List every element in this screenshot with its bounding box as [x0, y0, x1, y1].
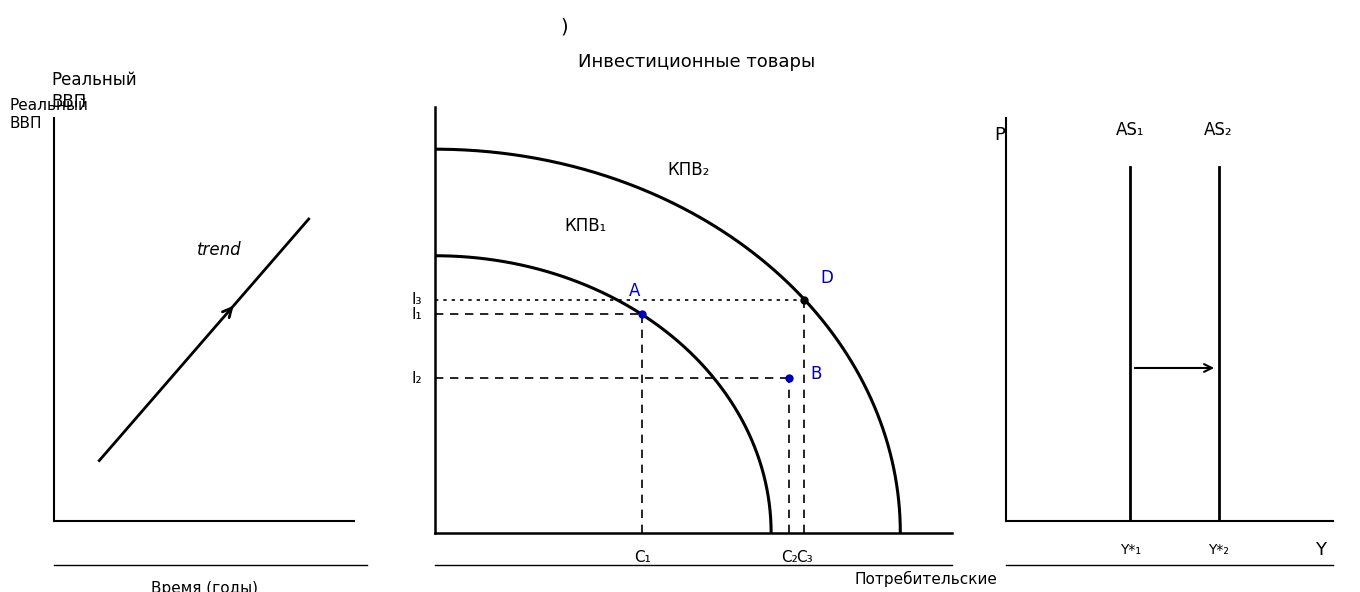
Text: D: D [820, 269, 832, 287]
Text: I₃: I₃ [412, 292, 422, 307]
Text: КПВ₁: КПВ₁ [564, 217, 607, 235]
Text: C₃: C₃ [796, 550, 813, 565]
Text: Потребительские
товары: Потребительские товары [854, 571, 998, 592]
Text: B: B [811, 365, 821, 383]
Text: AS₂: AS₂ [1204, 121, 1234, 139]
Text: P: P [994, 127, 1005, 144]
Text: C₂: C₂ [781, 550, 798, 565]
Text: C₁: C₁ [634, 550, 650, 565]
Text: trend: trend [197, 242, 241, 259]
Text: Y*₁: Y*₁ [1119, 543, 1141, 557]
Text: A: A [628, 282, 641, 300]
Text: ): ) [560, 18, 568, 37]
Text: Реальный
ВВП: Реальный ВВП [10, 98, 88, 131]
Text: КПВ₂: КПВ₂ [668, 162, 710, 179]
Text: I₂: I₂ [412, 371, 422, 386]
Text: Реальный
ВВП: Реальный ВВП [52, 71, 137, 111]
Text: I₁: I₁ [412, 307, 422, 322]
Text: Y: Y [1315, 541, 1326, 559]
Text: Инвестиционные товары: Инвестиционные товары [578, 53, 815, 71]
Text: Время (годы): Время (годы) [151, 581, 257, 592]
Text: Y*₂: Y*₂ [1208, 543, 1229, 557]
Text: AS₁: AS₁ [1117, 121, 1145, 139]
